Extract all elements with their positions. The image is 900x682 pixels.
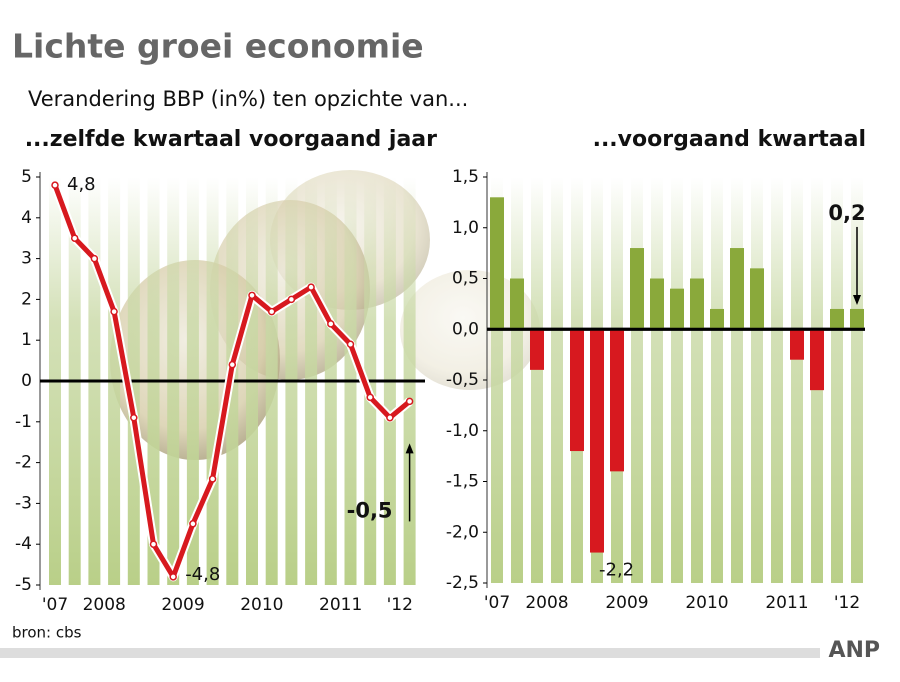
point	[327, 320, 335, 328]
stripe	[651, 177, 663, 583]
x-tick-label: '12	[387, 595, 413, 615]
chart-title: ...zelfde kwartaal voorgaand jaar	[25, 127, 437, 152]
y-tick-label: 2	[21, 289, 32, 309]
y-tick-label: -2	[15, 453, 32, 473]
stripe	[711, 177, 723, 583]
point	[51, 181, 59, 189]
footer-bar	[0, 648, 820, 658]
point	[189, 520, 197, 528]
x-tick-label: '07	[484, 593, 510, 613]
point	[228, 360, 237, 369]
subtitle: Verandering BBP (in%) ten opzichte van..…	[28, 87, 468, 111]
x-tick-label: 2011	[765, 593, 808, 613]
data-label: 0,2	[828, 201, 865, 225]
bar	[590, 329, 604, 553]
bar	[730, 248, 744, 330]
stripe	[631, 177, 643, 583]
point	[130, 413, 138, 422]
y-tick-label: -3	[15, 493, 32, 513]
stripe	[551, 177, 563, 583]
point	[248, 291, 256, 300]
y-tick-label: -2,0	[446, 522, 479, 542]
stripe	[511, 177, 523, 583]
y-tick-label: -1,0	[446, 421, 479, 441]
point	[110, 307, 118, 316]
stripe	[771, 177, 783, 583]
x-tick-label: 2011	[319, 595, 362, 615]
source: bron: cbs	[12, 624, 82, 642]
y-tick-label: -5	[15, 575, 32, 595]
arrow-head	[405, 443, 414, 454]
point	[267, 307, 276, 316]
bar	[650, 278, 664, 330]
point	[386, 413, 394, 422]
bar	[830, 308, 844, 330]
point	[405, 397, 414, 406]
stripe	[731, 177, 743, 583]
point	[149, 540, 158, 548]
point	[346, 340, 355, 349]
x-tick-label: 2010	[240, 595, 283, 615]
x-tick-label: '07	[42, 595, 68, 615]
x-tick-label: 2010	[685, 593, 728, 613]
title: Lichte groei economie	[12, 27, 424, 66]
y-tick-label: -1	[15, 412, 32, 432]
stripe	[791, 177, 803, 583]
stripe	[671, 177, 683, 583]
stripe	[691, 177, 703, 583]
x-tick-label: 2008	[83, 595, 126, 615]
y-tick-label: 1,0	[452, 218, 479, 238]
point	[169, 573, 177, 581]
data-label: 4,8	[67, 174, 96, 195]
arrow-head	[853, 294, 861, 305]
y-tick-label: 3	[21, 249, 32, 269]
x-tick-label: 2009	[605, 593, 648, 613]
y-tick-label: -2,5	[446, 573, 479, 593]
y-tick-label: 0	[21, 371, 32, 391]
bar	[530, 329, 544, 370]
point	[70, 234, 79, 242]
chart-title: ...voorgaand kwartaal	[593, 127, 866, 152]
bar	[630, 248, 644, 330]
bar	[850, 308, 864, 330]
stripe	[531, 177, 543, 583]
point	[307, 283, 315, 291]
y-tick-label: -0,5	[446, 370, 479, 390]
point	[90, 254, 99, 263]
y-tick-label: 5	[21, 167, 32, 187]
y-tick-label: 4	[21, 208, 32, 228]
y-tick-label: 0,5	[452, 269, 479, 289]
bar	[710, 308, 724, 330]
bar	[490, 197, 504, 330]
logo: ANP	[828, 638, 880, 663]
stripe	[751, 177, 763, 583]
y-tick-label: 1,5	[452, 167, 479, 187]
y-tick-label: 1	[21, 330, 32, 350]
bar	[610, 329, 624, 472]
point	[366, 393, 374, 402]
bar	[670, 288, 684, 330]
stripe	[851, 177, 863, 583]
bar	[570, 329, 584, 452]
point	[208, 475, 217, 483]
data-label: -2,2	[599, 560, 634, 581]
data-label: -4,8	[185, 564, 220, 585]
bar	[510, 278, 524, 330]
x-tick-label: 2009	[161, 595, 204, 615]
y-tick-label: -1,5	[446, 472, 479, 492]
x-tick-label: 2008	[525, 593, 568, 613]
bar	[750, 268, 764, 330]
x-tick-label: '12	[834, 593, 860, 613]
data-label: -0,5	[347, 498, 393, 522]
bar	[690, 278, 704, 330]
y-tick-label: -4	[15, 534, 32, 554]
y-tick-label: 0,0	[452, 319, 479, 339]
bar	[790, 329, 804, 360]
stripe	[831, 177, 843, 583]
charts: ...zelfde kwartaal voorgaand jaar 5 4 3 2 1 0 -…	[15, 127, 866, 615]
bar	[810, 329, 824, 391]
point	[287, 295, 296, 304]
